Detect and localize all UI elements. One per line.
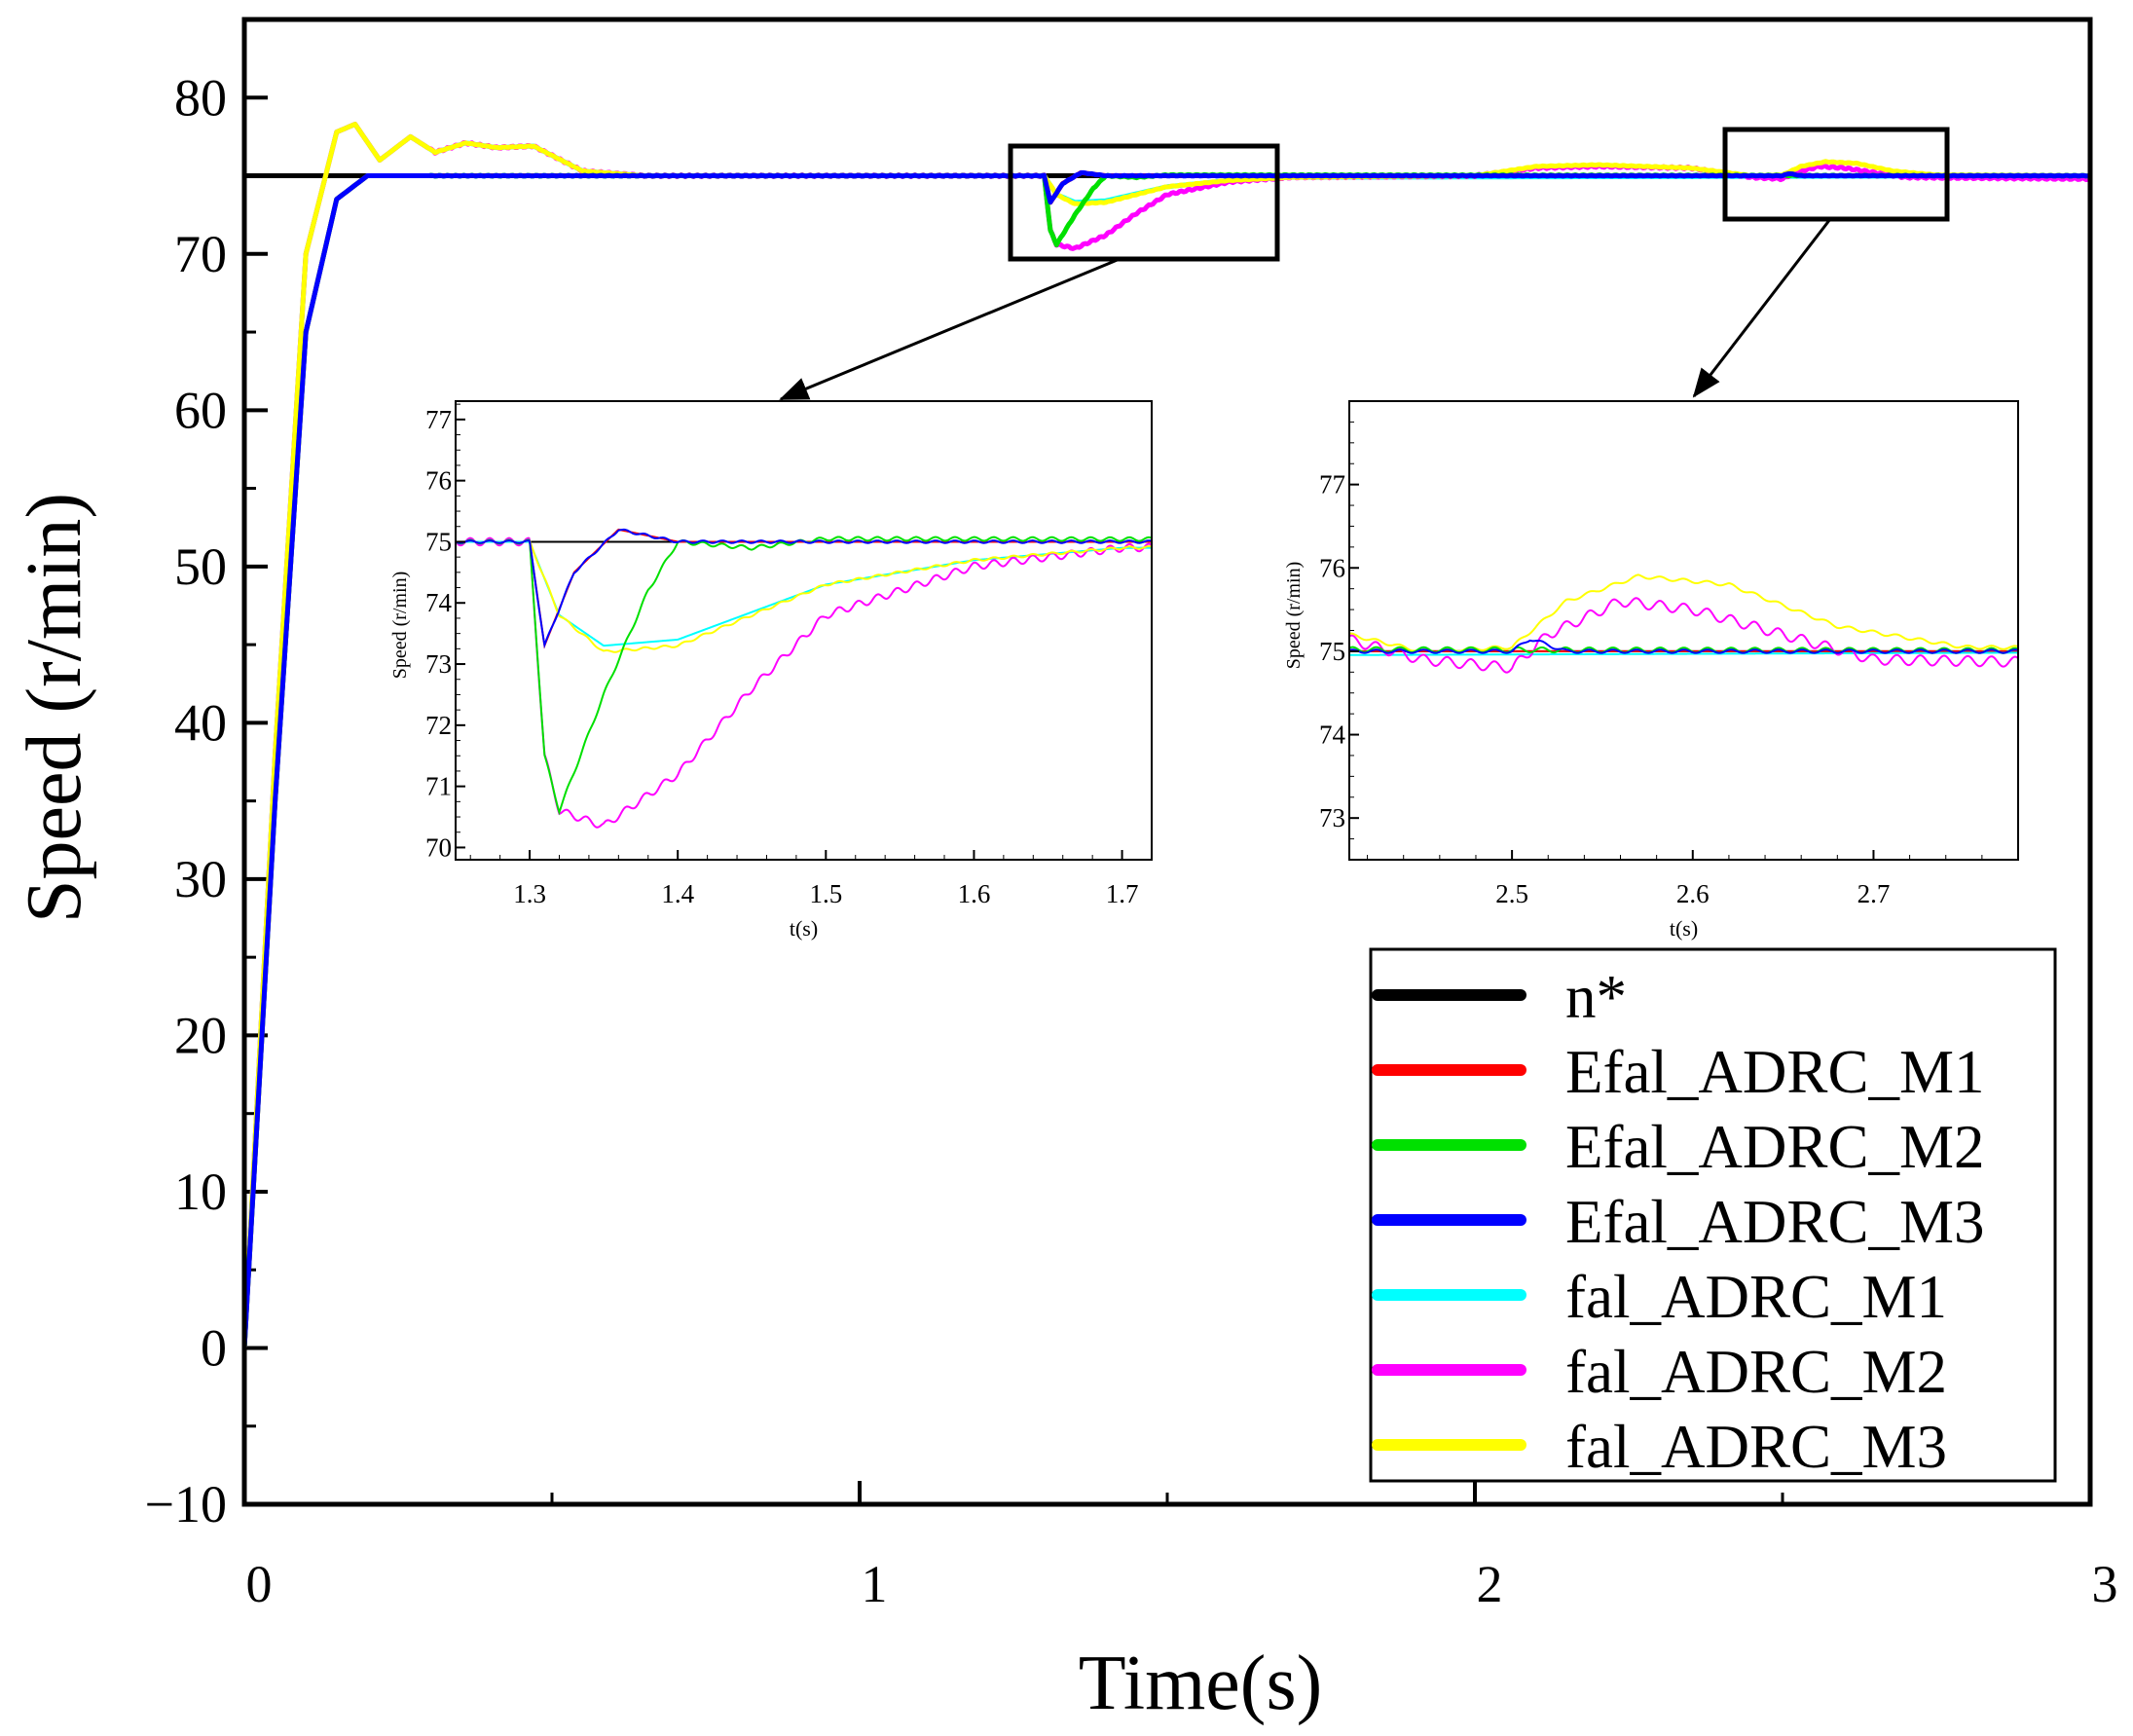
inset2-line-efal-adrc-m3	[1349, 639, 2018, 654]
legend-label: Efal_ADRC_M1	[1565, 1038, 1984, 1106]
inset1-y-tick-label: 72	[425, 711, 452, 740]
inset2-line-fal-adrc-m3	[1349, 573, 2018, 653]
y-axis-title: Speed (r/min)	[12, 493, 97, 923]
series-line-efal-adrc-m3	[244, 169, 2090, 1348]
inset1-y-tick-label: 71	[425, 772, 452, 801]
zoom-box-1	[1008, 143, 1280, 262]
inset1-y-tick-label: 74	[425, 588, 453, 617]
inset1-y-tick-label: 76	[425, 466, 452, 496]
inset2-x-tick-label: 2.6	[1676, 879, 1710, 908]
zoom-arrow-1	[779, 257, 1121, 401]
zoom-box-2	[1722, 127, 1950, 222]
inset1-y-tick-label: 70	[425, 832, 452, 862]
main-series-group	[244, 122, 2090, 1348]
inset1-line-fal-adrc-m3	[456, 539, 1152, 653]
y-tick-label: 40	[174, 693, 227, 752]
inset2-background	[1349, 401, 2018, 860]
x-axis-title: Time(s)	[1079, 1641, 1322, 1726]
inset2-line-fal-adrc-m2	[1349, 597, 2018, 674]
inset2-y-tick-label: 77	[1319, 470, 1345, 499]
y-tick-label: 80	[174, 68, 227, 127]
inset1-line-fal-adrc-m2	[456, 536, 1152, 829]
inset2-y-tick-label: 75	[1319, 637, 1345, 666]
inset1-x-axis-title: t(s)	[790, 916, 818, 941]
x-tick-label: 1	[862, 1555, 888, 1613]
main-plot-frame	[241, 17, 2093, 1507]
inset2-y-axis-title: Speed (r/min)	[1283, 562, 1305, 670]
inset1-x-tick-label: 1.7	[1106, 879, 1139, 908]
y-tick-label: 10	[174, 1163, 227, 1221]
x-tick-label: 3	[2092, 1555, 2118, 1613]
inset2-x-tick-label: 2.5	[1495, 879, 1528, 908]
inset1-x-tick-label: 1.3	[513, 879, 546, 908]
inset1-y-axis-title: Speed (r/min)	[389, 572, 411, 680]
inset1-y-tick-label: 75	[425, 527, 452, 556]
legend-label: Efal_ADRC_M3	[1565, 1188, 1984, 1256]
inset1-series-group	[456, 528, 1152, 829]
x-tick-label: 0	[246, 1555, 273, 1613]
legend-label: fal_ADRC_M3	[1565, 1413, 1947, 1481]
inset2-y-tick-label: 74	[1319, 720, 1346, 750]
y-tick-label: −10	[145, 1475, 227, 1533]
y-tick-label: 30	[174, 850, 227, 908]
inset1-x-tick-label: 1.6	[958, 879, 991, 908]
inset1-line-efal-adrc-m3	[456, 528, 1152, 649]
y-tick-label: 20	[174, 1006, 227, 1064]
inset2-series-group	[1349, 573, 2018, 674]
inset1-frame	[455, 400, 1153, 861]
y-tick-label: 0	[201, 1318, 227, 1377]
legend-label: Efal_ADRC_M2	[1565, 1113, 1984, 1181]
inset1-y-tick-label: 73	[425, 649, 452, 679]
inset1-y-tick-label: 77	[425, 405, 452, 434]
legend-label: fal_ADRC_M1	[1565, 1263, 1947, 1331]
inset2-x-tick-label: 2.7	[1857, 879, 1891, 908]
inset2-y-tick-label: 76	[1319, 553, 1345, 582]
inset1-background	[456, 401, 1152, 860]
x-tick-label: 2	[1477, 1555, 1503, 1613]
legend-label: fal_ADRC_M2	[1565, 1338, 1947, 1406]
inset1-x-tick-label: 1.4	[661, 879, 694, 908]
inset2-y-tick-label: 73	[1319, 803, 1345, 832]
y-tick-label: 50	[174, 537, 227, 596]
inset1-x-tick-label: 1.5	[809, 879, 842, 908]
y-tick-label: 60	[174, 381, 227, 439]
inset2-x-axis-title: t(s)	[1670, 916, 1698, 941]
y-tick-label: 70	[174, 225, 227, 283]
legend-label: n*	[1565, 963, 1627, 1031]
zoom-arrow-2	[1692, 218, 1832, 398]
